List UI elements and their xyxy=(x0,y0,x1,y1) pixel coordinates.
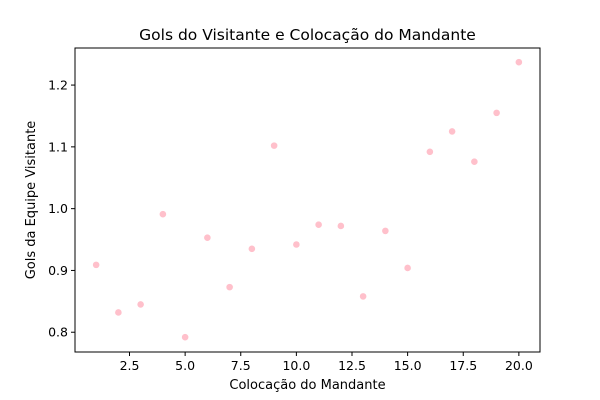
y-tick-label: 1.0 xyxy=(48,201,68,216)
x-tick-label: 15.0 xyxy=(394,358,422,373)
x-axis-label: Colocação do Mandante xyxy=(229,378,385,393)
x-tick-label: 5.0 xyxy=(175,358,195,373)
data-point-2 xyxy=(114,308,123,317)
y-tick-label: 0.8 xyxy=(48,325,68,340)
chart-title: Gols do Visitante e Colocação do Mandant… xyxy=(139,26,476,44)
data-point-6 xyxy=(203,233,212,242)
data-point-7 xyxy=(225,283,234,292)
x-axis: 2.5 5.0 7.5 10.0 12.5 15.0 17.5 20.0 xyxy=(120,352,533,373)
data-point-18 xyxy=(470,157,479,166)
data-point-5 xyxy=(181,333,190,342)
data-point-11 xyxy=(314,220,323,229)
data-point-8 xyxy=(247,244,256,253)
data-point-9 xyxy=(270,141,279,150)
data-point-16 xyxy=(425,147,434,156)
x-tick-label: 12.5 xyxy=(338,358,366,373)
data-point-20 xyxy=(514,58,523,67)
y-axis-label: Gols da Equipe Visitante xyxy=(24,121,39,280)
y-tick-label: 0.9 xyxy=(48,263,68,278)
plot-frame xyxy=(74,47,541,353)
y-tick-label: 1.1 xyxy=(48,139,68,154)
data-point-3 xyxy=(136,300,145,309)
data-point-10 xyxy=(292,240,301,249)
data-point-15 xyxy=(403,264,412,272)
data-point-12 xyxy=(336,222,345,230)
data-point-13 xyxy=(359,292,368,301)
y-tick-label: 1.2 xyxy=(48,78,68,93)
data-point-14 xyxy=(381,226,390,235)
x-tick-label: 7.5 xyxy=(231,358,251,373)
y-axis: 0.8 0.9 1.0 1.1 1.2 xyxy=(48,78,75,340)
x-tick-label: 2.5 xyxy=(120,358,140,373)
data-point-17 xyxy=(448,127,457,136)
data-point-4 xyxy=(158,210,167,219)
data-points xyxy=(92,58,523,342)
data-point-19 xyxy=(492,108,501,117)
x-tick-label: 20.0 xyxy=(505,358,533,373)
x-tick-label: 17.5 xyxy=(449,358,477,373)
plot-area xyxy=(74,47,541,353)
x-tick-label: 10.0 xyxy=(282,358,310,373)
data-point-1 xyxy=(92,260,101,269)
